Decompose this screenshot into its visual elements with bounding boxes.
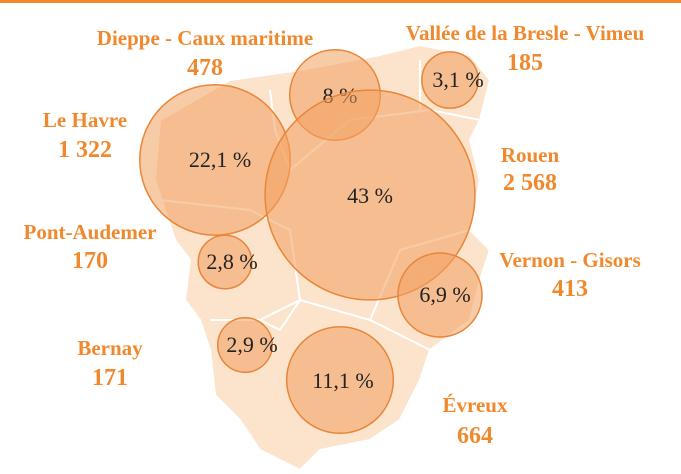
top-rule: [0, 0, 681, 3]
bubble: [264, 89, 476, 301]
region-name: Bernay: [77, 336, 143, 360]
share-label: 2,9 %: [226, 332, 277, 357]
share-label: 3,1 %: [432, 67, 483, 92]
region-name: Vernon - Gisors: [499, 248, 641, 272]
region-count: 171: [92, 365, 128, 391]
bubble: [197, 234, 253, 290]
share-label: 43 %: [347, 183, 393, 208]
region-count: 2 568: [503, 170, 557, 196]
share-label: 22,1 %: [189, 147, 251, 172]
bubble: [217, 317, 273, 373]
region-count: 664: [457, 423, 493, 449]
region-count: 1 322: [58, 137, 112, 163]
share-label: 11,1 %: [312, 368, 374, 393]
region-count: 170: [72, 248, 108, 274]
region-name: Pont-Audemer: [24, 220, 157, 244]
region-name: Le Havre: [43, 108, 127, 132]
border: [259, 298, 431, 351]
region-name: Évreux: [443, 393, 508, 417]
region-count: 478: [187, 55, 223, 81]
region-name: Vallée de la Bresle - Vimeu: [406, 21, 645, 45]
bubble: [285, 325, 395, 435]
region-name: Dieppe - Caux maritime: [97, 26, 313, 50]
share-label: 2,8 %: [206, 249, 257, 274]
region-count: 185: [507, 50, 543, 76]
region-name: Rouen: [501, 143, 560, 167]
region-count: 413: [552, 276, 588, 302]
share-label: 6,9 %: [419, 282, 470, 307]
bubble: [421, 51, 479, 109]
bubble: [397, 252, 483, 338]
